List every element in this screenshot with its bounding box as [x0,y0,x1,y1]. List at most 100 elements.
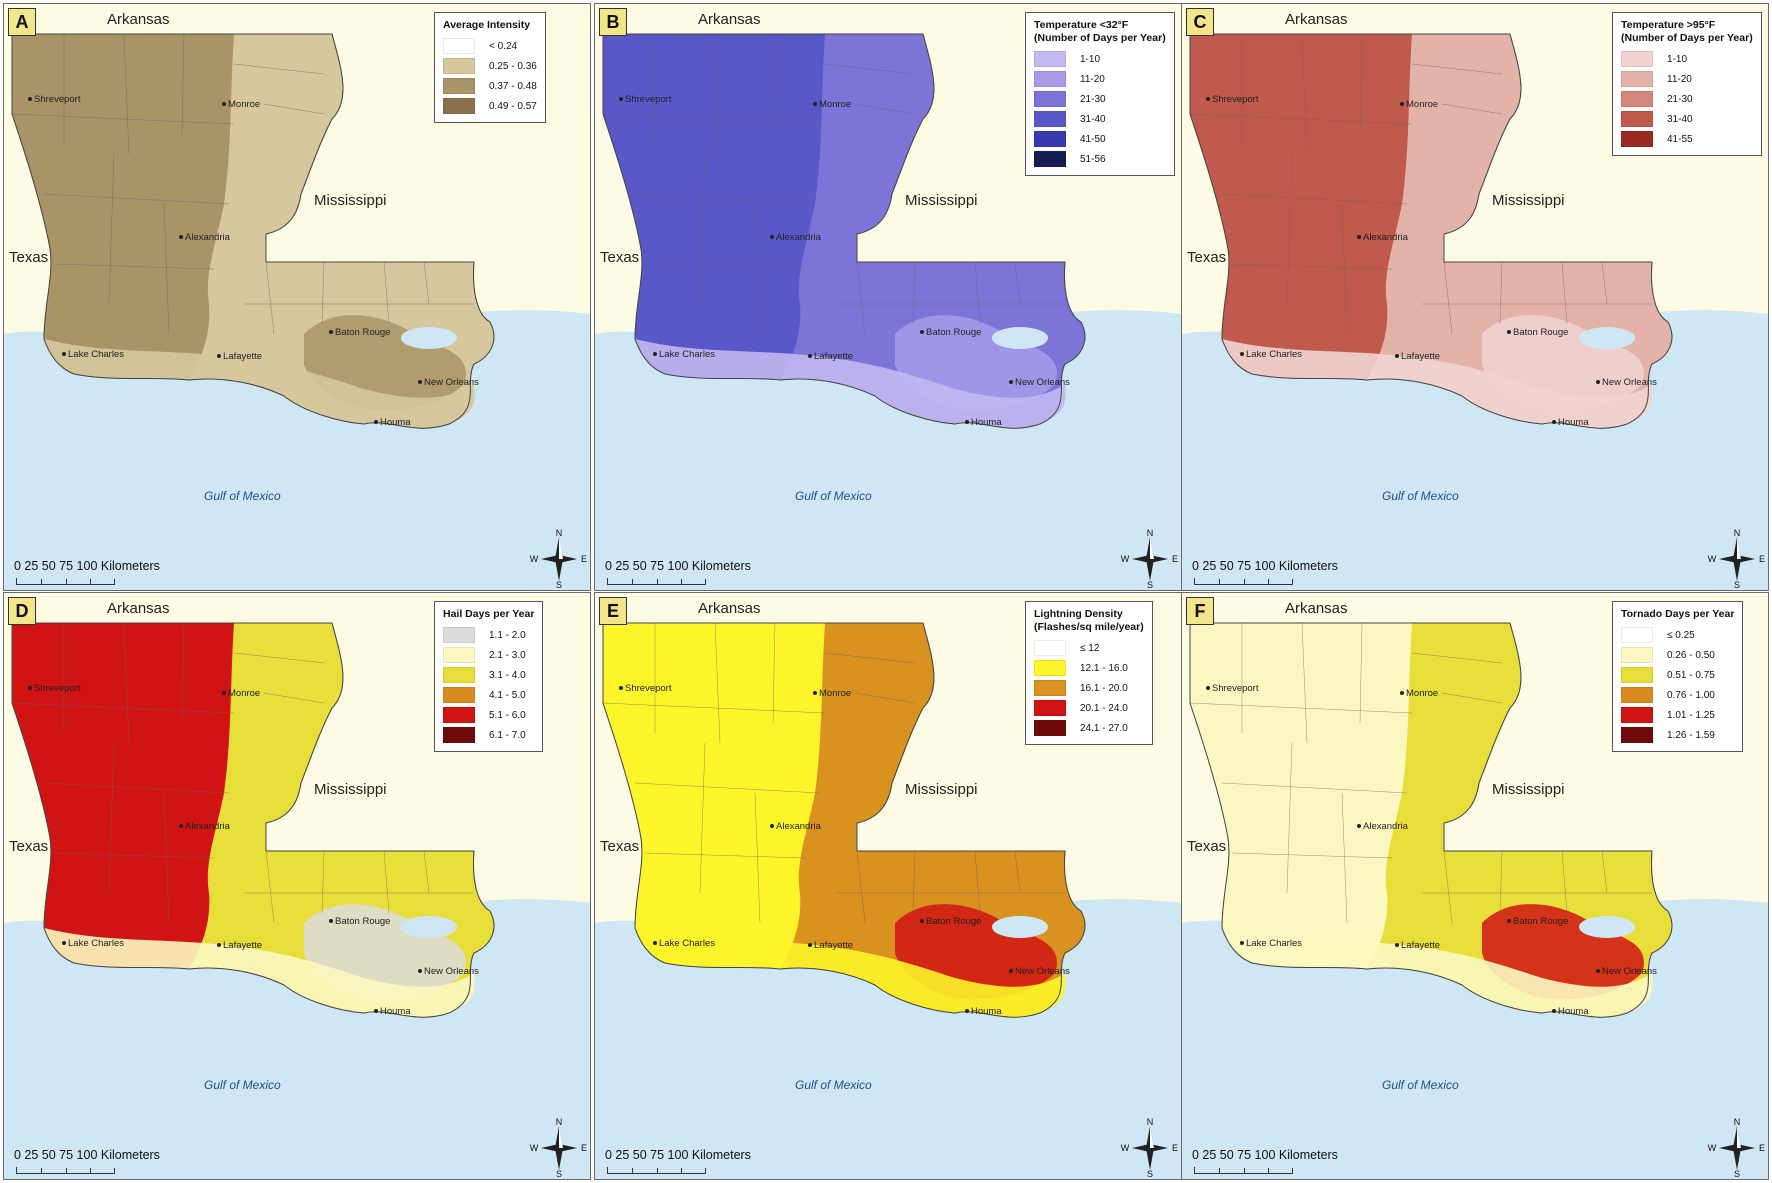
city-name: Lafayette [814,940,854,951]
city-name: Monroe [819,688,852,699]
city-name: Monroe [819,99,852,110]
legend-item: 41-50 [1034,129,1166,149]
legend-item: 0.76 - 1.00 [1621,685,1734,705]
city-name: New Orleans [1015,966,1070,977]
city-name: New Orleans [1015,377,1070,388]
legend-swatch [1621,727,1653,743]
parish-boundary [11,113,235,125]
panel-letter: F [1186,597,1214,625]
label-mississippi: Mississippi [905,781,978,798]
scale-tick [41,579,42,584]
city-name: Shreveport [625,683,672,694]
city-name: New Orleans [1602,377,1657,388]
legend-swatch [443,58,475,74]
parish-boundary [1411,63,1503,75]
legend-swatch [1034,720,1066,736]
city-name: Baton Rouge [926,916,982,927]
compass-letter-e: E [1172,1143,1178,1153]
legend-item: 11-20 [1034,69,1166,89]
legend-item: 0.51 - 0.75 [1621,665,1734,685]
city-name: Shreveport [34,683,81,694]
parish-boundary [754,792,761,924]
city-marker: Alexandria [770,232,821,243]
legend-item: 11-20 [1621,69,1753,89]
state-region-west [1190,623,1412,969]
city-dot [62,941,66,946]
state-region-coast [1222,928,1653,1018]
parish-boundary [181,622,185,724]
parish-boundary [1014,261,1021,305]
parish-boundary [856,850,866,924]
city-name: Houma [971,1006,1002,1017]
legend-title: (Flashes/sq mile/year) [1034,621,1144,633]
city-name: Lake Charles [659,938,715,949]
parish-boundary [1499,850,1503,914]
city-dot [28,97,32,102]
parish-boundary [1601,850,1608,894]
compass-letter-s: S [556,580,562,589]
city-name: Monroe [1406,99,1439,110]
scale-tick [657,579,658,584]
legend-item: 31-40 [1034,109,1166,129]
parish-boundary [974,261,981,325]
legend-item: 2.1 - 3.0 [443,645,534,665]
city-dot [965,420,969,425]
parish-boundary [43,193,230,205]
state-outline [602,33,1086,429]
legend-label: 21-30 [1667,93,1693,105]
state-region-west [603,623,825,969]
legend-label: 41-55 [1667,133,1693,145]
city-marker: Baton Rouge [329,327,390,338]
legend-title: Lightning Density [1034,608,1123,620]
compass-rose-icon: N S E W [1708,529,1765,589]
legend-label: 2.1 - 3.0 [489,649,526,661]
compass-highlight [1737,1126,1741,1148]
city-dot [28,686,32,691]
scale-tick [681,1168,682,1173]
city-marker: Baton Rouge [1507,327,1568,338]
legend-item: 1-10 [1621,49,1753,69]
city-name: Lake Charles [1246,349,1302,360]
parish-boundary [602,113,826,125]
map-panel-e: E Arkansas Mississippi Texas Gulf of Mexico S… [594,592,1182,1180]
legend-swatch [1034,151,1066,167]
parish-boundary [181,33,185,135]
city-marker: New Orleans [1009,377,1070,388]
scale-tick [1244,1168,1245,1173]
city-dot [1552,1009,1556,1014]
parish-boundary [163,203,170,335]
scale-tick [632,579,633,584]
parish-boundary [423,850,430,894]
city-name: Shreveport [1212,683,1259,694]
scale-tick [1219,579,1220,584]
parish-boundary [383,261,390,325]
city-marker: Shreveport [619,94,671,105]
legend-item: 4.1 - 5.0 [443,685,534,705]
label-texas: Texas [1187,249,1227,266]
legend-item: 41-55 [1621,129,1753,149]
legend-swatch [1034,111,1066,127]
city-marker: New Orleans [1009,966,1070,977]
legend-title: Temperature <32°F [1034,19,1129,31]
legend-label: ≤ 12 [1080,642,1100,654]
scale-tick [705,579,706,584]
label-mississippi: Mississippi [1492,192,1565,209]
city-name: New Orleans [1602,966,1657,977]
map-legend: Temperature >95°F (Number of Days per Yea… [1612,12,1762,156]
city-name: Lafayette [223,940,263,951]
city-marker: Monroe [222,99,260,110]
parish-boundary [912,850,916,914]
scale-bar-label: 0 25 50 75 100 Kilometers [1192,1148,1338,1162]
parish-boundary [265,850,275,924]
legend-item: 1-10 [1034,49,1166,69]
legend-swatch [443,627,475,643]
parish-boundary [108,153,115,305]
city-name: Houma [380,417,411,428]
city-dot [222,102,226,107]
legend-title: Temperature >95°F [1621,19,1716,31]
parish-boundary [644,852,806,859]
compass-letter-e: E [1172,554,1178,564]
city-name: Houma [1558,417,1589,428]
legend-swatch [443,667,475,683]
compass-rose-icon: N S E W [1708,1118,1765,1178]
